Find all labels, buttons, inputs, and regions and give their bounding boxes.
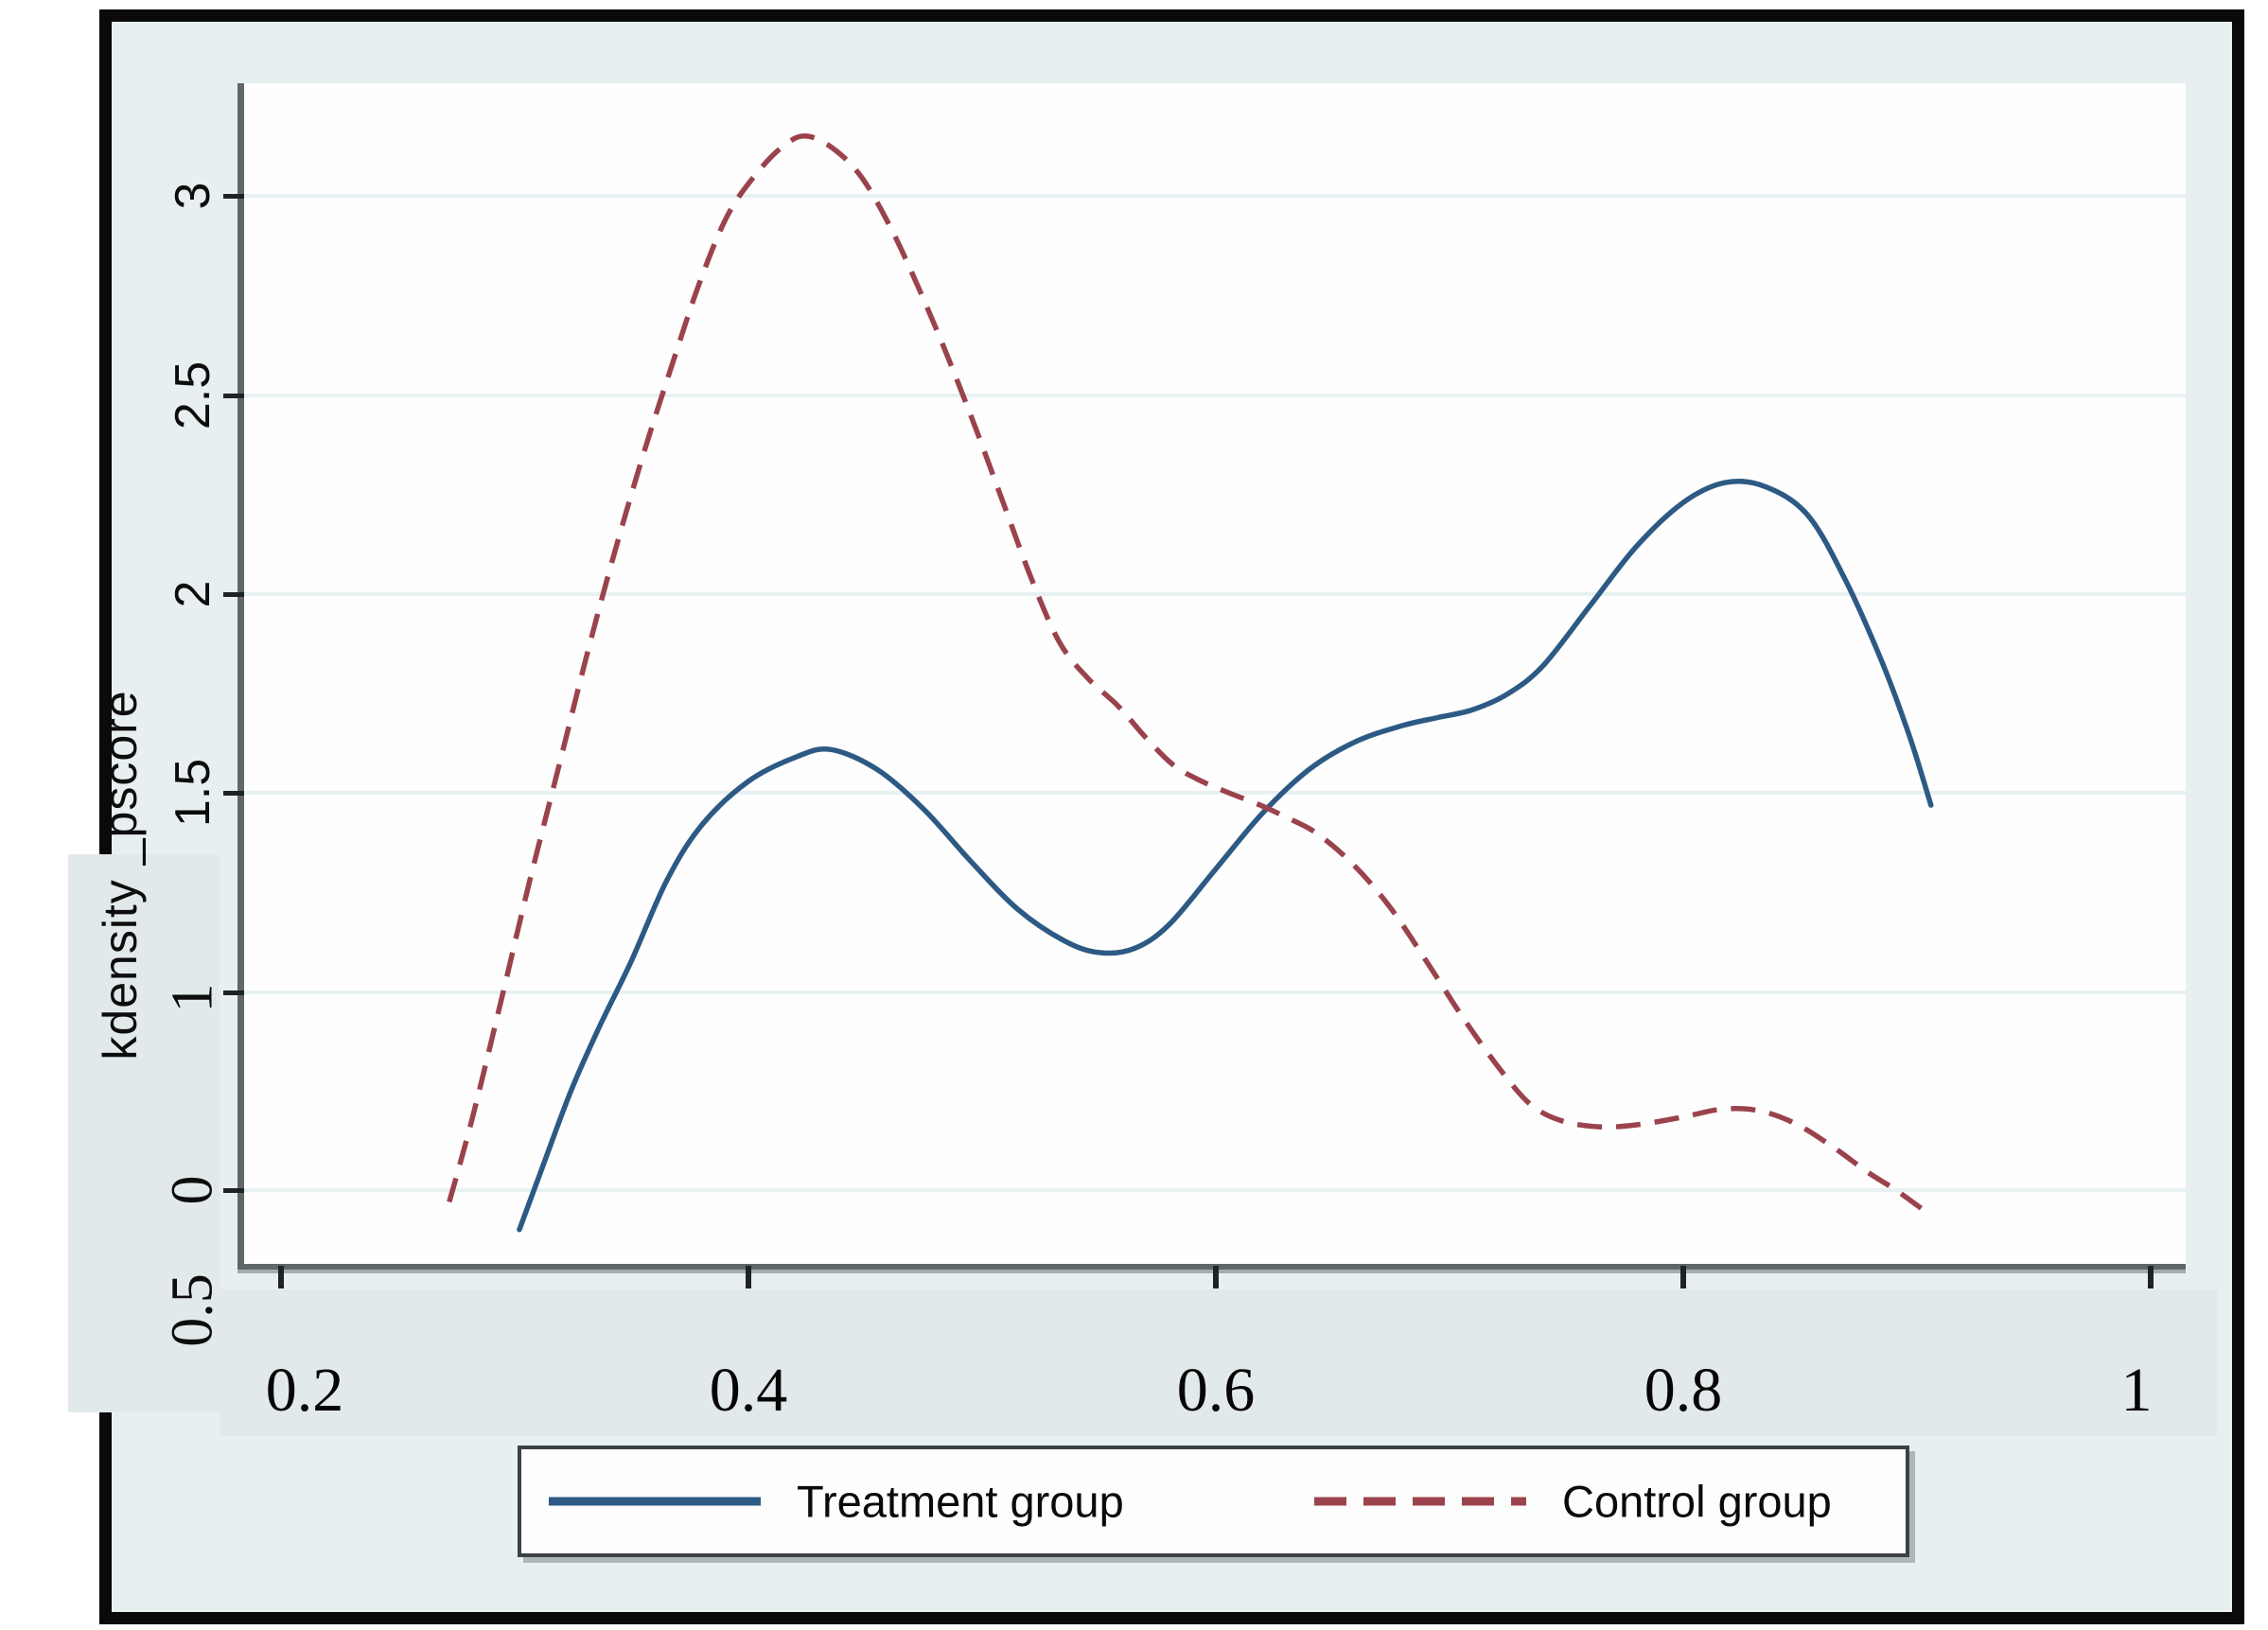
y-tick-label-0: 0: [160, 1175, 225, 1205]
y-tick-1: [223, 990, 244, 995]
y-axis-line: [237, 83, 244, 1269]
y-tick-2-5: [223, 394, 244, 398]
legend-label-treatment: Treatment group: [797, 1476, 1124, 1527]
gridline-1: [244, 990, 2186, 994]
x-tick-label-0-4: 0.4: [709, 1356, 788, 1425]
y-tick-label-2: 2: [166, 580, 220, 608]
x-tick-0-6: [1213, 1266, 1219, 1288]
x-tick-0-4: [746, 1266, 751, 1288]
y-tick-label-3: 3: [166, 182, 220, 210]
plot-area: [244, 83, 2186, 1266]
y-tick-3: [223, 194, 244, 199]
gridline-2: [244, 592, 2186, 596]
x-tick-label-1: 1: [2120, 1356, 2153, 1425]
y-tick-label-2-5: 2.5: [166, 360, 220, 430]
legend-label-control: Control group: [1562, 1476, 1832, 1527]
y-extra-label-0-5: 0.5: [160, 1273, 225, 1347]
x-axis-line: [237, 1264, 2186, 1270]
treatment-line-swatch: [549, 1497, 761, 1506]
y-tick-label-1-5: 1.5: [166, 758, 220, 828]
x-tick-0-8: [1680, 1266, 1686, 1288]
y-tick-2: [223, 592, 244, 597]
x-axis-bevel: [237, 1270, 2186, 1273]
gridline-3: [244, 194, 2186, 198]
x-tick-label-0-2: 0.2: [265, 1356, 344, 1425]
y-tick-label-1: 1: [160, 983, 225, 1013]
gridline-0: [244, 1188, 2186, 1192]
y-tick-0: [223, 1188, 244, 1193]
x-tick-label-0-8: 0.8: [1644, 1356, 1723, 1425]
shading-patch-left: [68, 854, 220, 1412]
x-tick-1: [2148, 1266, 2154, 1288]
gridline-2-5: [244, 394, 2186, 397]
y-axis-title: kdensity _pscore: [94, 690, 147, 1060]
x-tick-label-0-6: 0.6: [1176, 1356, 1256, 1425]
gridline-1-5: [244, 791, 2186, 795]
control-line-swatch: [1314, 1497, 1526, 1506]
shading-patch-bottom: [220, 1289, 2217, 1436]
legend: Treatment group Control group: [518, 1446, 1909, 1557]
y-tick-1-5: [223, 791, 244, 796]
x-tick-0-2: [278, 1266, 284, 1288]
